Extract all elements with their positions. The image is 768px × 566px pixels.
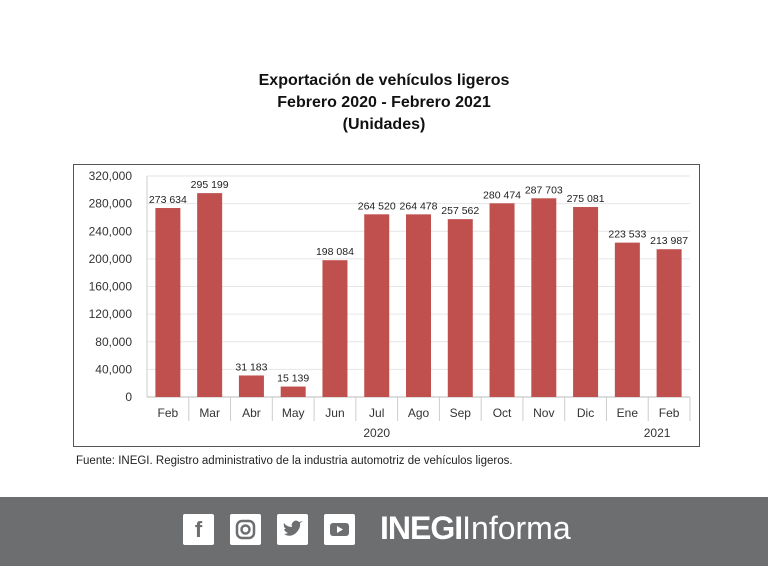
bar	[656, 249, 682, 397]
x-tick-label: Abr	[242, 406, 261, 420]
source-note: Fuente: INEGI. Registro administrativo d…	[76, 455, 513, 467]
x-tick-label: Ene	[617, 406, 639, 420]
title-line-3: (Unidades)	[342, 116, 426, 133]
bar	[238, 375, 264, 397]
bar	[280, 386, 306, 397]
year-label: 2021	[644, 426, 671, 440]
title-line-1: Exportación de vehículos ligeros	[258, 72, 510, 89]
data-label: 273 634	[149, 194, 187, 206]
x-tick-label: Feb	[158, 406, 179, 420]
data-label: 223 533	[608, 229, 646, 241]
data-label: 15 139	[277, 373, 309, 385]
y-tick-label: 160,000	[89, 280, 133, 294]
y-tick-label: 120,000	[89, 307, 133, 321]
data-label: 213 987	[650, 235, 688, 247]
data-label: 31 183	[235, 361, 267, 373]
instagram-icon[interactable]	[230, 514, 261, 545]
y-tick-label: 280,000	[89, 197, 133, 211]
bar	[197, 193, 223, 397]
chart-title: Exportación de vehículos ligeros Febrero…	[0, 70, 768, 136]
facebook-icon[interactable]: f	[183, 514, 214, 545]
bar	[489, 203, 515, 397]
chart-frame	[73, 164, 700, 447]
y-tick-label: 200,000	[89, 252, 133, 266]
data-label: 275 081	[567, 193, 605, 205]
x-tick-label: Oct	[493, 406, 512, 420]
x-tick-label: Nov	[533, 406, 554, 420]
x-tick-label: May	[282, 406, 305, 420]
data-label: 287 703	[525, 184, 563, 196]
data-label: 257 562	[441, 205, 479, 217]
bar	[573, 207, 599, 397]
bar	[155, 208, 181, 397]
y-tick-label: 80,000	[95, 335, 132, 349]
bar	[531, 198, 557, 397]
data-label: 264 478	[400, 200, 438, 212]
y-tick-label: 240,000	[89, 224, 133, 238]
bar	[364, 214, 390, 397]
bar	[447, 219, 473, 397]
youtube-icon[interactable]	[324, 514, 355, 545]
inegi-informa-logo: INEGIInforma	[380, 510, 571, 546]
x-tick-label: Jul	[369, 406, 384, 420]
title-line-2: Febrero 2020 - Febrero 2021	[277, 94, 491, 111]
x-tick-label: Feb	[659, 406, 680, 420]
x-tick-label: Sep	[450, 406, 472, 420]
year-label: 2020	[363, 426, 390, 440]
data-label: 280 474	[483, 189, 521, 201]
x-tick-label: Jun	[325, 406, 344, 420]
twitter-icon[interactable]	[277, 514, 308, 545]
y-tick-label: 320,000	[89, 169, 133, 183]
x-tick-label: Dic	[577, 406, 594, 420]
footer-bar: f INEGIInforma	[0, 497, 768, 566]
y-tick-label: 40,000	[95, 362, 132, 376]
data-label: 198 084	[316, 246, 354, 258]
bar	[614, 242, 640, 397]
data-label: 264 520	[358, 200, 396, 212]
x-tick-label: Mar	[199, 406, 220, 420]
bar	[406, 214, 431, 397]
x-tick-label: Ago	[408, 406, 430, 420]
y-tick-label: 0	[125, 390, 132, 404]
data-label: 295 199	[191, 179, 229, 191]
bar	[322, 260, 348, 397]
